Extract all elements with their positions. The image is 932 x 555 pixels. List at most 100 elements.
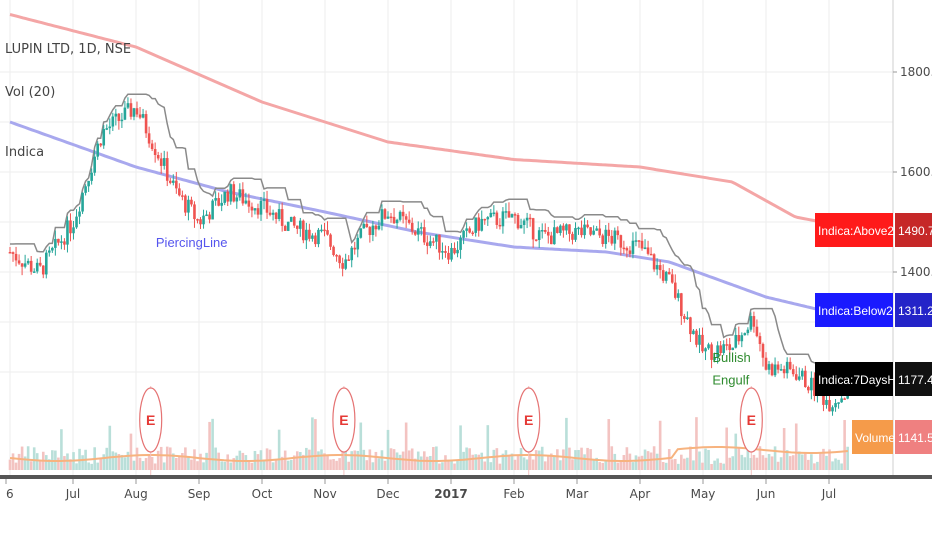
candle-body xyxy=(374,225,378,230)
volume-bar xyxy=(698,451,701,470)
candle-body xyxy=(683,316,686,319)
candle-body xyxy=(498,224,502,227)
candle-body xyxy=(308,229,311,239)
candle-body xyxy=(332,246,335,256)
x-tick-label: Feb xyxy=(503,487,524,501)
volume-bar xyxy=(637,456,641,470)
candle-body xyxy=(797,376,801,380)
volume-bar xyxy=(326,455,329,470)
volume-bar xyxy=(655,453,659,470)
candle-body xyxy=(501,211,505,227)
volume-bar xyxy=(562,449,565,470)
volume-bar xyxy=(48,459,51,470)
volume-bar xyxy=(419,456,423,470)
candle-body xyxy=(111,116,115,127)
volume-bar xyxy=(168,447,172,470)
candle-body xyxy=(99,143,103,146)
candle-body xyxy=(640,240,644,249)
candle-body xyxy=(680,293,683,317)
high7-line xyxy=(10,93,848,388)
volume-bar xyxy=(426,456,429,470)
volume-bar xyxy=(634,455,638,470)
volume-bar xyxy=(286,460,290,470)
candle-body xyxy=(785,361,789,374)
volume-bar xyxy=(29,461,33,470)
volume-bar xyxy=(57,457,60,470)
volume-bar xyxy=(353,450,357,470)
candle-body xyxy=(232,184,236,202)
volume-bar xyxy=(14,462,18,470)
candle-body xyxy=(489,212,493,218)
candle-body xyxy=(181,195,184,197)
earnings-marker xyxy=(139,387,163,453)
candle-body xyxy=(96,143,99,157)
volume-bar xyxy=(447,459,450,470)
volume-bar xyxy=(716,458,719,470)
candle-body xyxy=(380,209,384,226)
volume-bar xyxy=(773,446,777,470)
candle-body xyxy=(422,227,426,243)
candle-body xyxy=(483,218,487,221)
candle-body xyxy=(135,108,139,115)
volume-bar xyxy=(141,461,145,470)
candle-body xyxy=(601,235,605,244)
candle-body xyxy=(205,214,208,217)
candle-body xyxy=(159,158,163,166)
volume-bar xyxy=(667,449,671,470)
candle-body xyxy=(595,228,598,231)
candle-body xyxy=(568,224,571,234)
volume-bar xyxy=(150,456,154,470)
candle-body xyxy=(649,253,653,256)
volume-bar xyxy=(767,453,771,470)
volume-bar xyxy=(846,446,849,470)
volume-bar xyxy=(604,460,608,470)
volume-bar xyxy=(504,450,508,470)
volume-bar xyxy=(816,461,819,470)
candle-body xyxy=(607,229,611,236)
volume-bar xyxy=(277,429,281,470)
candle-body xyxy=(655,265,659,270)
volume-bar xyxy=(102,454,106,470)
volume-bar xyxy=(11,453,15,470)
candle-body xyxy=(686,317,689,319)
candle-body xyxy=(516,214,520,229)
candle-body xyxy=(217,198,220,206)
candle-body xyxy=(299,220,302,229)
candle-body xyxy=(746,329,750,334)
volume-bar xyxy=(311,417,314,470)
candle-body xyxy=(223,191,227,203)
candle-body xyxy=(429,241,432,246)
price-tag-box xyxy=(895,293,932,327)
candle-body xyxy=(631,240,635,254)
candle-body xyxy=(54,238,57,248)
volume-bar xyxy=(758,446,762,470)
volume-bar xyxy=(187,456,190,470)
volume-bar xyxy=(350,451,354,470)
candle-body xyxy=(435,234,438,242)
volume-bar xyxy=(299,452,302,470)
x-tick-label: Jul xyxy=(65,487,80,501)
candle-body xyxy=(214,198,217,201)
candle-body xyxy=(522,220,526,225)
volume-bar xyxy=(807,459,810,470)
volume-bar xyxy=(607,419,611,470)
candle-body xyxy=(93,156,96,173)
volume-bar xyxy=(800,454,804,470)
volume-bar xyxy=(670,459,674,470)
volume-bar xyxy=(556,449,559,470)
candle-body xyxy=(667,271,671,275)
volume-bar xyxy=(96,462,99,470)
candle-body xyxy=(419,227,423,229)
volume-bar xyxy=(223,461,227,470)
volume-bar xyxy=(265,448,269,470)
candle-body xyxy=(643,247,647,249)
volume-bar xyxy=(347,461,350,470)
candle-body xyxy=(14,253,18,261)
candle-body xyxy=(11,252,15,254)
volume-bar xyxy=(308,449,311,470)
candle-body xyxy=(752,316,756,327)
